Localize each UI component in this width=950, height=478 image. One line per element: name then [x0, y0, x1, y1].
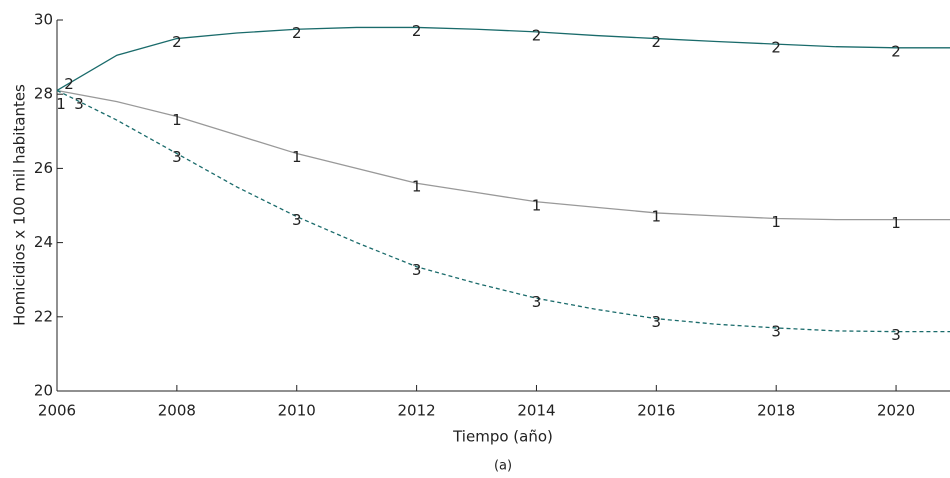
series-label: 2 — [64, 75, 74, 93]
y-tick-label: 26 — [34, 159, 53, 177]
series-label: 1 — [292, 148, 302, 166]
series-label: 2 — [652, 33, 662, 51]
series-label: 1 — [891, 214, 901, 232]
y-tick-label: 20 — [34, 382, 53, 400]
series-label: 1 — [652, 207, 662, 225]
x-tick-label: 2016 — [637, 402, 675, 420]
series-label: 3 — [412, 261, 422, 279]
x-axis-label: Tiempo (año) — [452, 428, 553, 446]
series-label: 1 — [412, 178, 422, 196]
x-tick-label: 2008 — [158, 402, 196, 420]
y-tick-label: 28 — [34, 85, 53, 103]
series-label: 3 — [532, 293, 542, 311]
series-line — [56, 89, 950, 333]
x-tick-label: 2012 — [398, 402, 436, 420]
series-label: 1 — [56, 95, 66, 113]
series-label: 2 — [292, 24, 302, 42]
series-label: 3 — [652, 313, 662, 331]
series-label: 3 — [74, 95, 84, 113]
x-tick-label: 2014 — [517, 402, 555, 420]
series-label: 2 — [172, 33, 182, 51]
series-label: 1 — [771, 213, 781, 231]
series-label: 2 — [891, 42, 901, 60]
series-label: 2 — [412, 22, 422, 40]
y-tick-label: 24 — [34, 233, 53, 251]
x-tick-label: 2018 — [757, 402, 795, 420]
series-label: 1 — [172, 111, 182, 129]
series-label: 1 — [532, 196, 542, 214]
series-label: 3 — [172, 148, 182, 166]
series-label: 2 — [532, 26, 542, 44]
x-tick-label: 2020 — [877, 402, 915, 420]
series-label: 3 — [292, 211, 302, 229]
caption: (a) — [494, 459, 512, 474]
x-tick-label: 2006 — [38, 402, 76, 420]
y-axis-label: Homicidios x 100 mil habitantes — [11, 84, 29, 326]
y-tick-label: 22 — [34, 307, 53, 325]
y-tick-label: 30 — [34, 11, 53, 29]
x-tick-label: 2010 — [278, 402, 316, 420]
series-label: 3 — [771, 322, 781, 340]
series-line — [56, 26, 950, 92]
series-line — [56, 89, 950, 221]
series-label: 3 — [891, 326, 901, 344]
series-label: 2 — [771, 39, 781, 57]
